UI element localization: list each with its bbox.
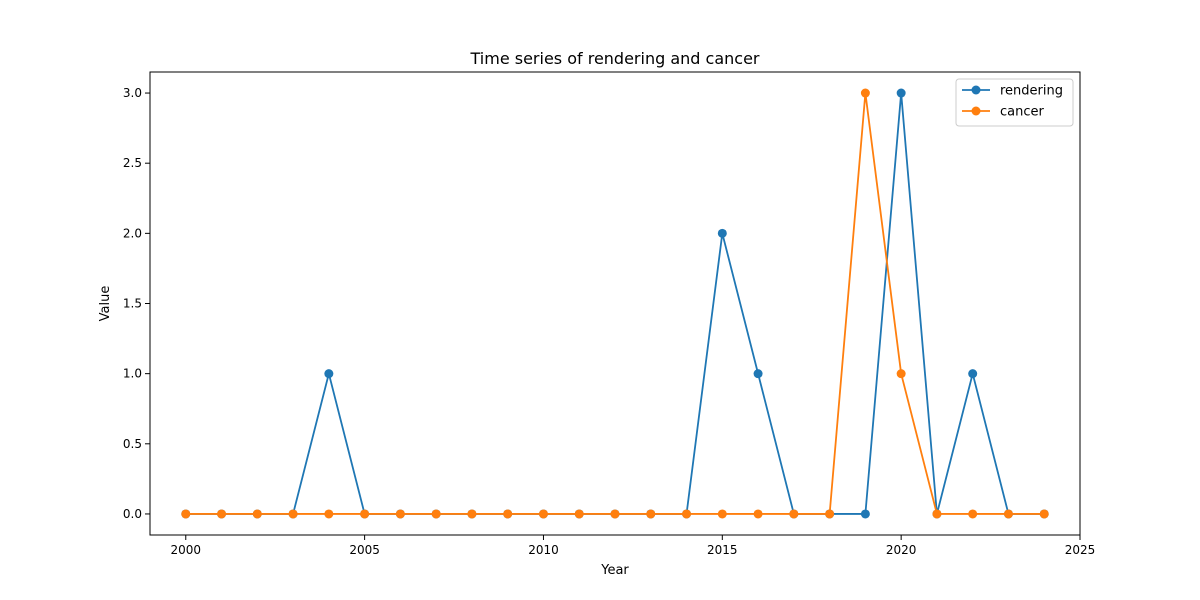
series-cancer — [181, 88, 1049, 519]
data-point-rendering — [753, 369, 763, 379]
data-point-cancer — [682, 509, 692, 519]
chart-title: Time series of rendering and cancer — [470, 49, 760, 68]
x-tick-label: 2000 — [170, 543, 201, 557]
y-tick-label: 0.0 — [123, 507, 142, 521]
y-axis: 0.0 0.5 1.0 1.5 2.0 2.5 3.0 — [123, 86, 150, 521]
y-tick-label: 2.5 — [123, 156, 142, 170]
x-tick-label: 2025 — [1065, 543, 1096, 557]
y-tick-label: 3.0 — [123, 86, 142, 100]
data-point-cancer — [968, 509, 978, 519]
data-point-rendering — [717, 228, 727, 238]
series-line-cancer — [185, 92, 1045, 515]
data-point-cancer — [646, 509, 656, 519]
data-point-cancer — [252, 509, 262, 519]
data-point-cancer — [467, 509, 477, 519]
data-point-cancer — [431, 509, 441, 519]
data-point-rendering — [324, 369, 334, 379]
legend-marker-rendering — [971, 85, 981, 95]
data-point-cancer — [1003, 509, 1013, 519]
x-tick-label: 2010 — [528, 543, 559, 557]
data-point-cancer — [503, 509, 513, 519]
data-point-cancer — [574, 509, 584, 519]
y-tick-label: 1.0 — [123, 367, 142, 381]
x-axis-label: Year — [600, 563, 629, 578]
data-point-cancer — [896, 369, 906, 379]
data-point-cancer — [753, 509, 763, 519]
data-point-cancer — [324, 509, 334, 519]
series-line-rendering — [185, 92, 1045, 515]
data-point-cancer — [932, 509, 942, 519]
x-tick-label: 2015 — [707, 543, 738, 557]
data-point-cancer — [538, 509, 548, 519]
data-point-cancer — [860, 88, 870, 98]
data-point-cancer — [395, 509, 405, 519]
data-point-cancer — [360, 509, 370, 519]
y-tick-label: 1.5 — [123, 297, 142, 311]
data-point-cancer — [789, 509, 799, 519]
legend-label-cancer: cancer — [1000, 105, 1044, 120]
legend-label-rendering: rendering — [1000, 84, 1063, 99]
data-point-cancer — [1039, 509, 1049, 519]
data-point-cancer — [610, 509, 620, 519]
data-point-rendering — [896, 88, 906, 98]
legend: rendering cancer — [955, 78, 1074, 127]
data-point-cancer — [181, 509, 191, 519]
data-point-cancer — [288, 509, 298, 519]
data-point-cancer — [217, 509, 227, 519]
x-axis: 2000 2005 2010 2015 2020 2025 — [170, 535, 1095, 557]
y-tick-label: 2.0 — [123, 226, 142, 240]
y-axis-label: Value — [98, 286, 113, 322]
data-point-rendering — [860, 509, 870, 519]
data-point-cancer — [825, 509, 835, 519]
series-rendering — [181, 88, 1049, 519]
x-tick-label: 2020 — [886, 543, 917, 557]
legend-marker-cancer — [971, 106, 981, 116]
data-point-rendering — [968, 369, 978, 379]
plot-area-frame — [149, 71, 1081, 536]
y-tick-label: 0.5 — [123, 437, 142, 451]
data-point-cancer — [717, 509, 727, 519]
series-layer — [181, 88, 1049, 519]
x-tick-label: 2005 — [349, 543, 380, 557]
